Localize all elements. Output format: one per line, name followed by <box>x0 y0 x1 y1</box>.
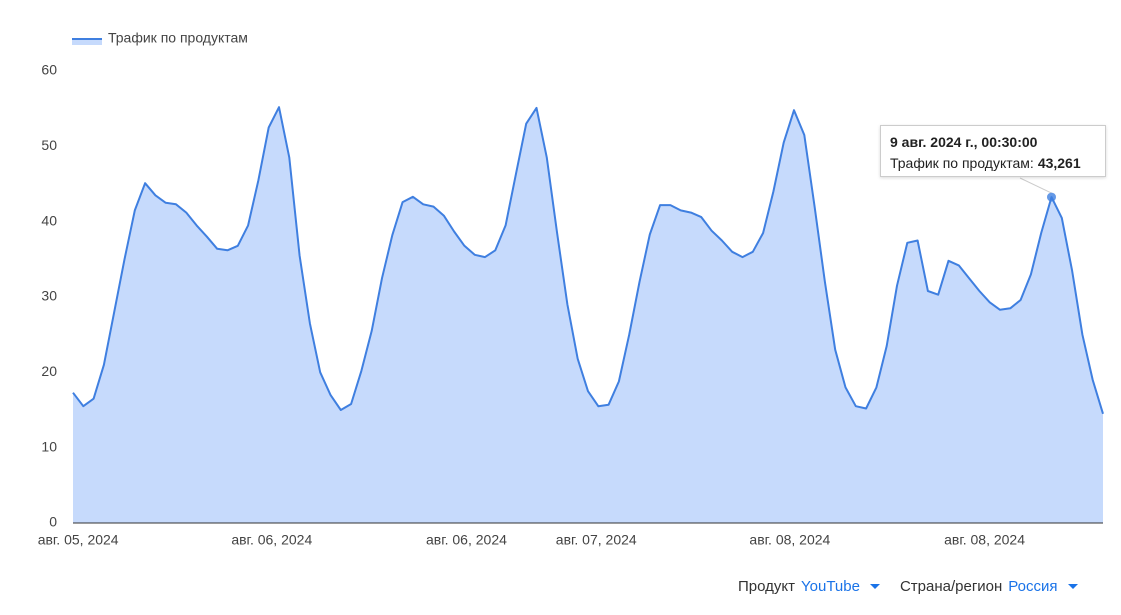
x-tick-label: авг. 08, 2024 <box>944 532 1025 548</box>
legend-swatch-fill <box>72 39 102 45</box>
area-fill <box>73 107 1103 523</box>
y-tick-label: 60 <box>41 62 57 78</box>
control-select[interactable]: YouTube <box>801 578 860 595</box>
y-tick-label: 50 <box>41 137 57 153</box>
control-label: Страна/регион <box>899 578 1003 595</box>
dropdown-arrow[interactable] <box>869 583 880 589</box>
y-tick-label: 20 <box>41 363 57 379</box>
x-tick-label: авг. 08, 2024 <box>749 532 830 548</box>
tooltip-value: 43,261 <box>1037 155 1081 171</box>
y-tick-label: 40 <box>41 212 57 228</box>
control-select[interactable]: Россия <box>1008 578 1058 595</box>
tooltip-pointer <box>1019 177 1052 194</box>
tooltip: 9 авг. 2024 г., 00:30:00 Трафик по проду… <box>880 125 1106 177</box>
dropdown-arrow[interactable] <box>1067 583 1078 589</box>
area-line <box>72 106 1104 415</box>
tooltip-title: 9 авг. 2024 г., 00:30:00 <box>890 134 1038 150</box>
y-tick-label: 0 <box>49 514 57 530</box>
highlight-point <box>1047 192 1056 202</box>
controls: Продукт YouTube Страна/регион Россия <box>738 578 1098 595</box>
tooltip-label: Трафик по продуктам: <box>890 155 1034 171</box>
x-tick-label: авг. 07, 2024 <box>556 532 637 548</box>
x-tick-label: авг. 05, 2024 <box>38 532 119 548</box>
control-label: Продукт <box>738 578 795 595</box>
y-tick-label: 10 <box>41 438 57 454</box>
x-tick-label: авг. 06, 2024 <box>231 532 312 548</box>
y-tick-label: 30 <box>41 288 57 304</box>
legend-label: Трафик по продуктам <box>108 30 248 46</box>
x-tick-label: авг. 06, 2024 <box>426 532 507 548</box>
